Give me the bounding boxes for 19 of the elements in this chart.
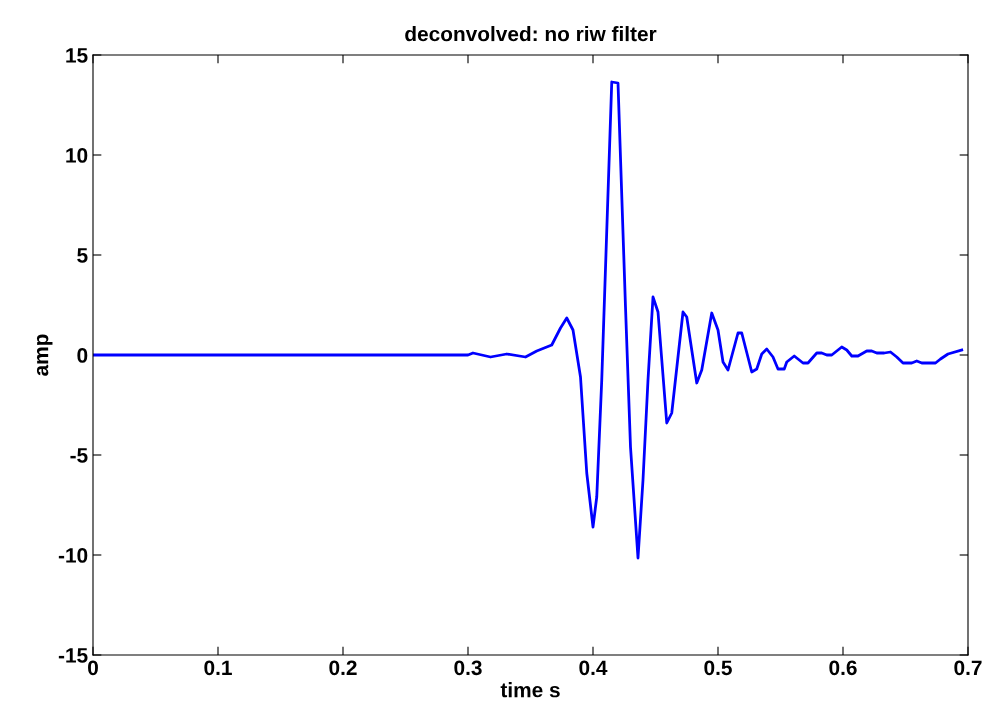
x-tick-label: 0.3 xyxy=(454,660,482,676)
x-tick-label: 0.5 xyxy=(704,660,732,676)
x-tick-label: 0.6 xyxy=(829,660,857,676)
y-tick-label: -10 xyxy=(58,548,88,563)
y-tick-label: 5 xyxy=(77,248,88,263)
x-tick-label: 0 xyxy=(88,660,98,676)
y-tick-label: 15 xyxy=(66,48,88,63)
y-tick-label: 0 xyxy=(77,348,88,363)
line-series xyxy=(93,80,964,560)
y-tick-label: 10 xyxy=(66,148,88,163)
x-tick-label: 0.7 xyxy=(954,660,982,676)
y-axis-title: amp xyxy=(36,334,53,376)
x-tick-label: 0.1 xyxy=(204,660,232,676)
chart-title: deconvolved: no riw filter xyxy=(405,26,657,42)
x-tick-label: 0.4 xyxy=(579,660,608,676)
x-axis-title: time s xyxy=(500,682,560,698)
y-tick-label: -5 xyxy=(70,448,88,463)
x-tick-label: 0.2 xyxy=(329,660,357,676)
y-tick-label: -15 xyxy=(58,648,88,663)
